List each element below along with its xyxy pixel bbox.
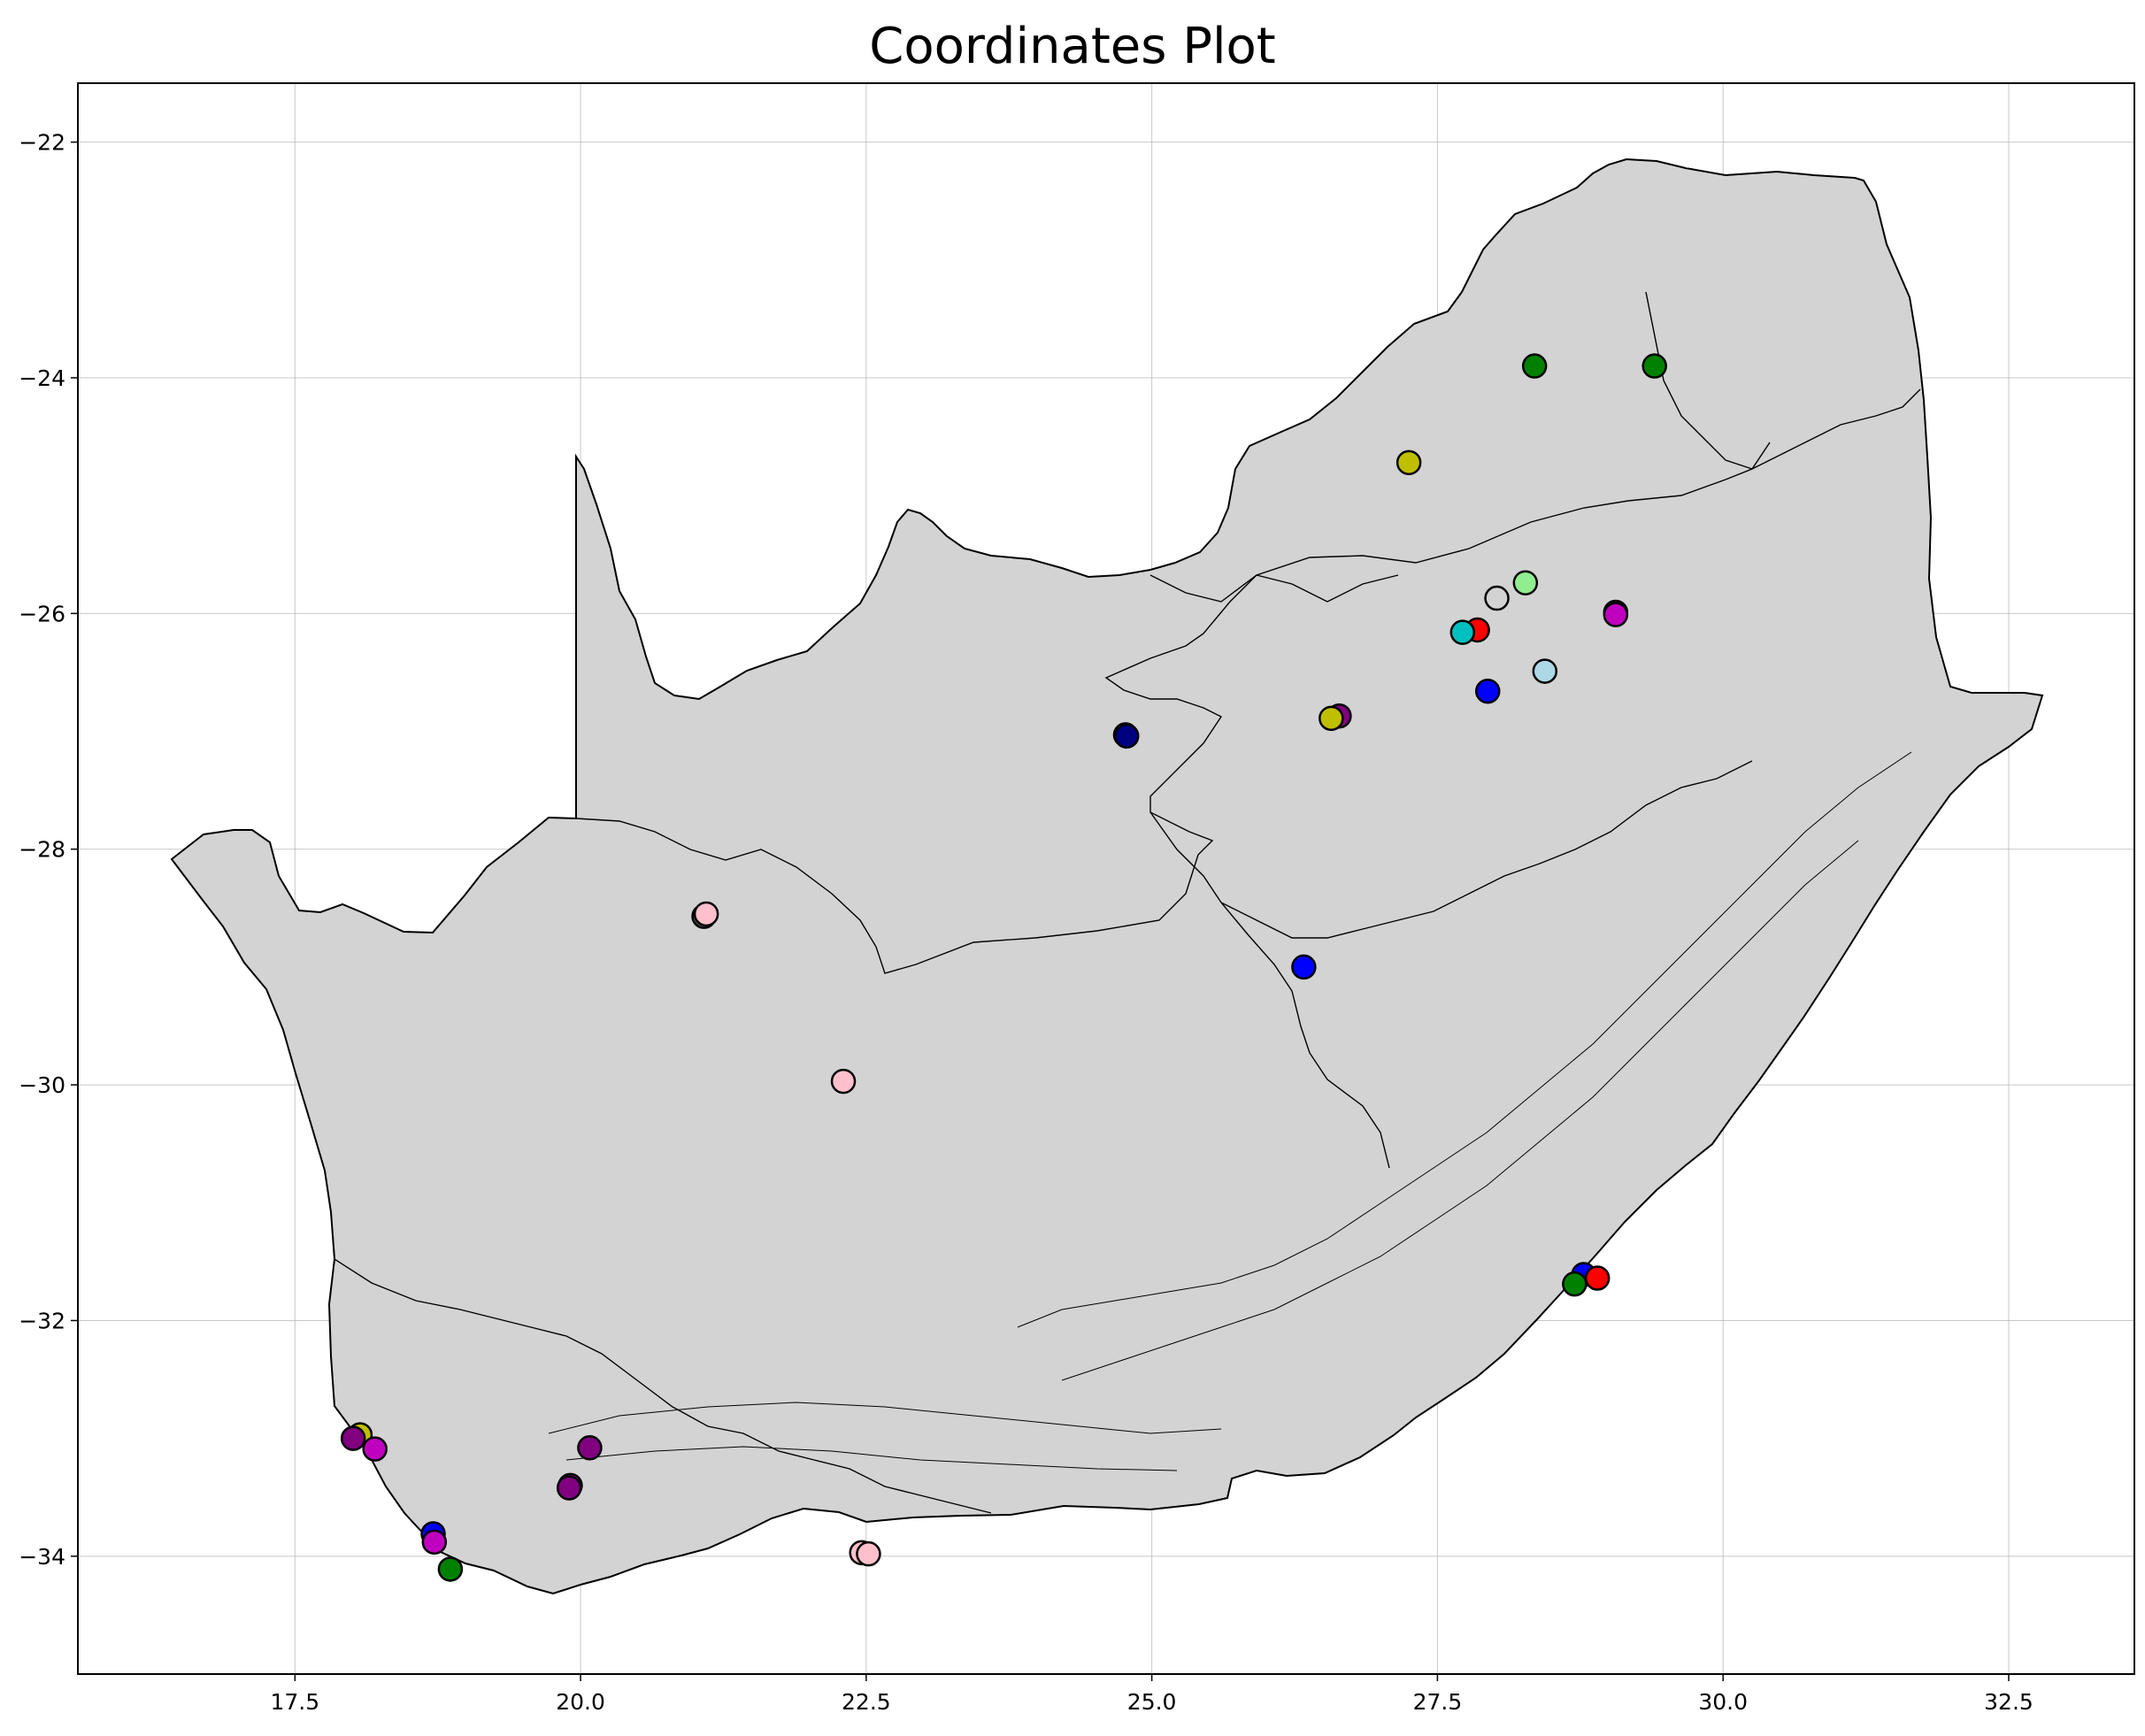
y-axis-ticks: −22 −24 −26 −28 −30 −32 −34	[19, 130, 78, 1570]
chart-title: Coordinates Plot	[869, 18, 1276, 75]
x-tick-label: 25.0	[1127, 1689, 1177, 1715]
scatter-point	[693, 901, 719, 927]
scatter-point	[1395, 449, 1422, 476]
scatter-point	[340, 1425, 366, 1451]
scatter-point	[421, 1529, 448, 1555]
scatter-point	[437, 1556, 464, 1582]
scatter-point	[1521, 353, 1548, 379]
scatter-point	[1584, 1265, 1611, 1291]
coastal-contours	[548, 751, 1912, 1471]
scatter-point	[1562, 1271, 1588, 1297]
scatter-point	[1603, 602, 1629, 627]
scatter-point	[830, 1068, 857, 1095]
y-tick-label: −34	[19, 1544, 65, 1570]
scatter-point	[856, 1540, 881, 1567]
x-tick-label: 32.5	[1984, 1689, 2034, 1715]
y-tick-label: −22	[19, 130, 65, 156]
x-tick-label: 27.5	[1413, 1689, 1463, 1715]
scatter-point	[1291, 954, 1317, 980]
scatter-point	[1512, 570, 1539, 595]
x-tick-label: 22.5	[842, 1689, 891, 1715]
x-axis-ticks: 17.5 20.0 22.5 25.0 27.5 30.0 32.5	[270, 1674, 2034, 1715]
country-outline	[170, 157, 2044, 1595]
scatter-point	[1319, 705, 1344, 732]
scatter-point	[1449, 619, 1476, 645]
y-tick-label: −28	[19, 837, 65, 863]
scatter-point	[556, 1475, 582, 1501]
y-tick-label: −32	[19, 1308, 65, 1333]
data-points	[340, 353, 1667, 1582]
y-tick-label: −26	[19, 601, 65, 626]
scatter-point	[577, 1435, 603, 1461]
x-tick-label: 20.0	[556, 1689, 605, 1715]
x-tick-label: 17.5	[270, 1689, 319, 1715]
scatter-point	[1113, 723, 1140, 749]
scatter-point	[362, 1436, 388, 1462]
scatter-point	[1474, 678, 1501, 704]
scatter-point	[1484, 585, 1510, 611]
scatter-point	[1641, 353, 1667, 379]
scatter-point	[1532, 658, 1558, 684]
x-tick-label: 30.0	[1698, 1689, 1748, 1715]
y-tick-label: −24	[19, 365, 65, 391]
south-africa-basemap	[170, 157, 2044, 1595]
plot-area-frame	[77, 82, 2135, 1675]
y-tick-label: −30	[19, 1072, 65, 1098]
province-boundaries	[334, 291, 1921, 1514]
